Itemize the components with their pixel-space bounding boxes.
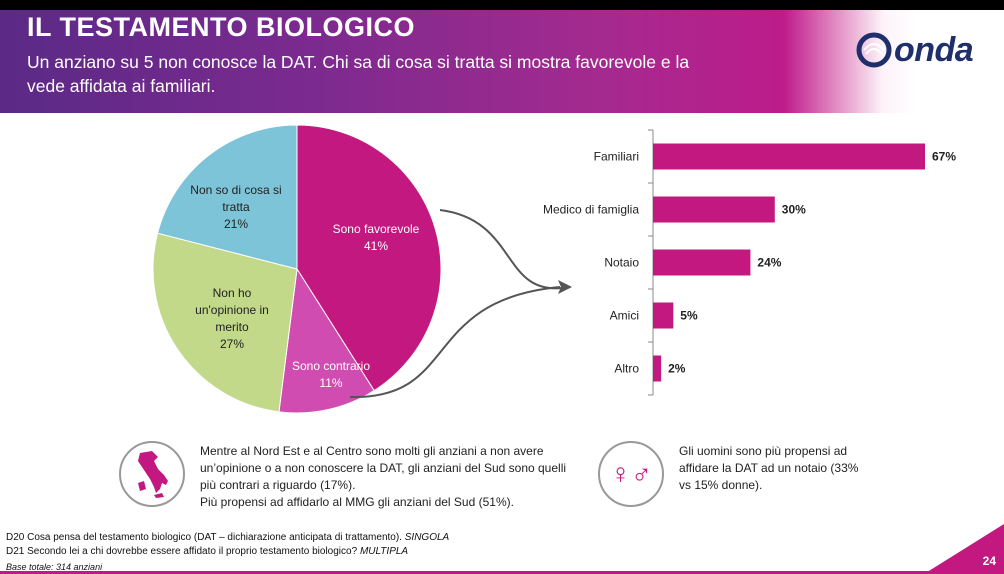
top-black-bar	[0, 0, 1004, 10]
page-title: IL TESTAMENTO BIOLOGICO	[27, 12, 416, 42]
onda-logo-text: onda	[894, 30, 974, 69]
italy-note-text-2: Più propensi ad affidarlo al MMG gli anz…	[200, 495, 514, 509]
bar-value-label: 2%	[668, 362, 686, 376]
bar-value-label: 24%	[757, 256, 781, 270]
bar	[653, 196, 775, 223]
pie-slice	[156, 124, 298, 270]
pie-slice-label: Non ho un'opinione in merito 27%	[195, 286, 269, 351]
header-fade	[784, 10, 1004, 113]
bar-category-label: Medico di famiglia	[543, 203, 639, 217]
connector-arrow-upper	[439, 209, 571, 290]
pie-slice	[278, 267, 375, 414]
bar-value-label: 5%	[680, 309, 698, 323]
bottom-accent-bar	[0, 571, 1004, 574]
onda-swirl-icon	[856, 32, 892, 68]
bar	[653, 302, 674, 329]
bar	[653, 355, 662, 382]
page-number: 24	[982, 554, 996, 568]
bar	[653, 143, 925, 170]
onda-logo: onda	[856, 30, 974, 70]
bar-category-label: Altro	[614, 362, 639, 376]
bar-value-label: 67%	[932, 150, 956, 164]
pie-slice	[296, 124, 442, 392]
gender-note: Gli uomini sono più propensi ad affidare…	[679, 444, 859, 492]
footnote-d20: D20 Cosa pensa del testamento biologico …	[6, 532, 450, 543]
pie-slice-label: Non so di cosa si tratta 21%	[190, 183, 281, 231]
italy-map-icon	[119, 441, 185, 507]
bar-chart: Familiari 67% Medico di famiglia 30% Notaio 2…	[543, 129, 956, 396]
pie-slice-label: Sono favorevole 41%	[333, 222, 420, 253]
bar	[653, 249, 751, 276]
pie-chart	[152, 124, 442, 414]
footnote-d21: D21 Secondo lei a chi dovrebbe essere af…	[6, 546, 409, 557]
arrowhead-icon	[558, 280, 572, 294]
italy-note: Mentre al Nord Est e al Centro sono molt…	[200, 443, 570, 511]
pie-labels: Sono favorevole 41% Sono contrario 11% Non h…	[190, 183, 419, 390]
italy-note-text: Mentre al Nord Est e al Centro sono molt…	[200, 444, 567, 492]
bar-value-label: 30%	[782, 203, 806, 217]
footnote-base: Base totale: 314 anziani	[6, 562, 103, 572]
charts-area: Sono favorevole 41% Sono contrario 11% Non h…	[152, 124, 956, 414]
connector-arrow-lower	[349, 286, 561, 399]
bar-category-label: Notaio	[604, 256, 639, 270]
gender-symbols-icon: ♀♂	[598, 441, 664, 507]
pie-slice-label: Sono contrario 11%	[292, 359, 370, 390]
bar-category-label: Familiari	[594, 150, 639, 164]
bar-category-label: Amici	[610, 309, 639, 323]
page-subtitle: Un anziano su 5 non conosce la DAT. Chi …	[27, 52, 690, 96]
pie-slice	[152, 232, 298, 413]
